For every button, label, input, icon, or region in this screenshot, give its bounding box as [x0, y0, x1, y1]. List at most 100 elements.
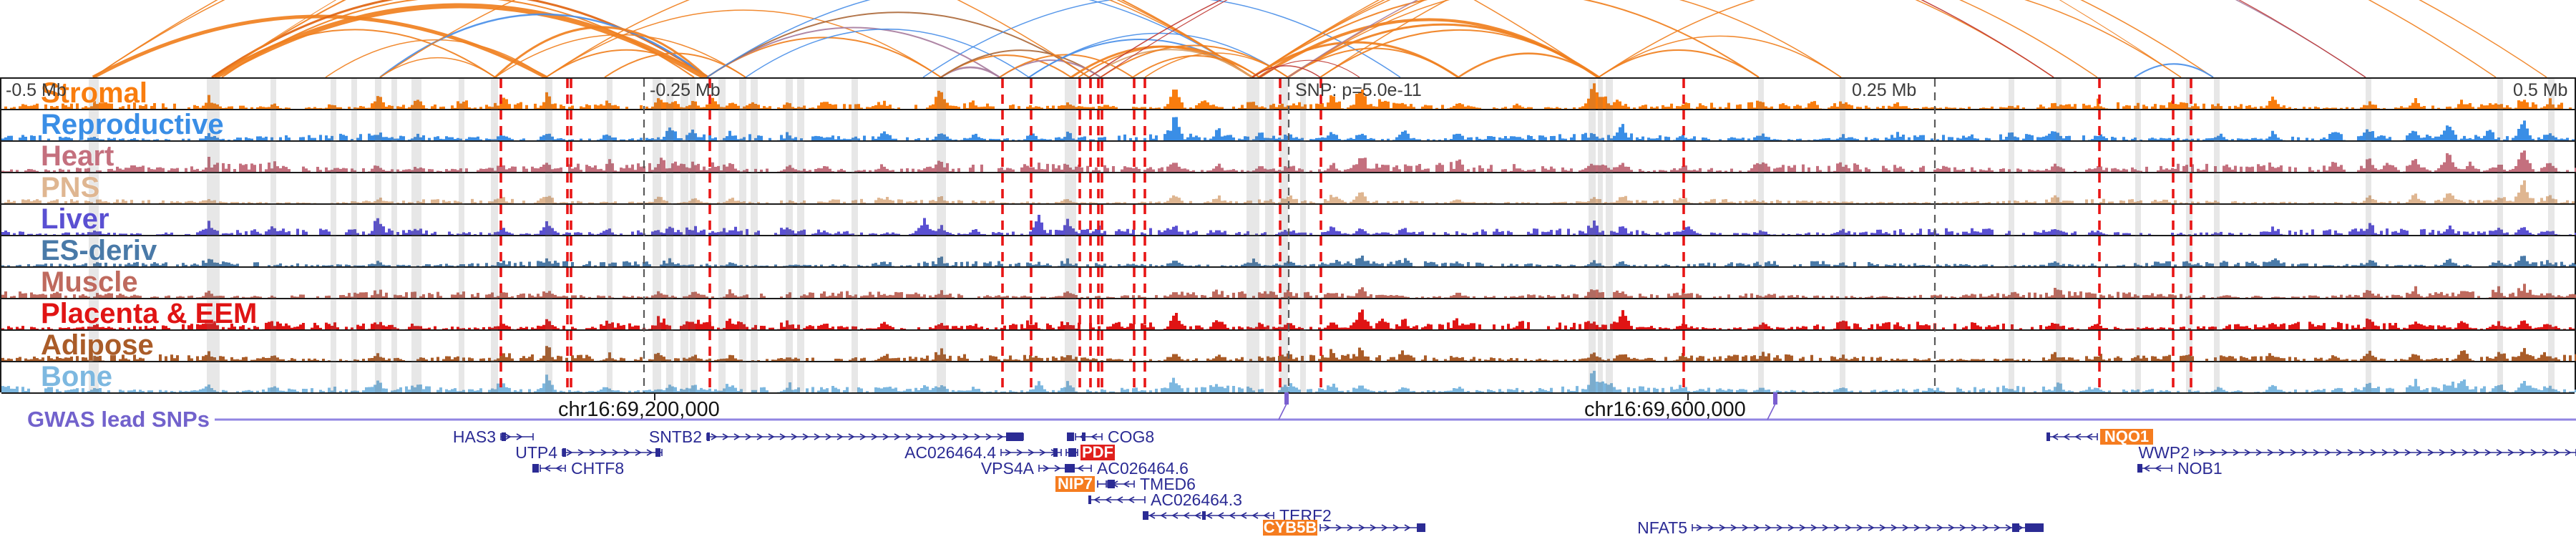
- gwas-lead-snp-marker[interactable]: [1773, 392, 1777, 405]
- strand-chevron: [985, 433, 992, 440]
- track-placenta-eem[interactable]: Placenta & EEM: [1, 298, 2576, 331]
- strand-chevron: [2473, 449, 2480, 456]
- strand-chevron: [905, 433, 912, 440]
- interaction-arc[interactable]: [1259, 59, 1360, 77]
- interaction-arc[interactable]: [1458, 52, 1599, 77]
- gene-nob1[interactable]: NOB1: [2137, 459, 2223, 478]
- interaction-arc[interactable]: [92, 0, 1090, 77]
- gene-nip7[interactable]: NIP7: [1055, 475, 1107, 493]
- interaction-arc[interactable]: [1252, 0, 1760, 77]
- strand-chevron: [1776, 524, 1783, 531]
- signal-area-placenta-eem: [1, 309, 2576, 329]
- track-label-bone: Bone: [41, 361, 112, 392]
- interaction-arc[interactable]: [604, 52, 746, 77]
- strand-chevron: [1217, 512, 1224, 519]
- strand-chevron: [1765, 524, 1772, 531]
- interaction-arc[interactable]: [1287, 0, 1842, 77]
- interaction-arc[interactable]: [1598, 49, 1760, 77]
- interaction-arc[interactable]: [1088, 49, 1253, 77]
- strand-chevron: [2267, 449, 2274, 456]
- interaction-arc[interactable]: [379, 0, 1253, 77]
- gene-label: AC026464.4: [904, 443, 996, 462]
- interaction-arc[interactable]: [92, 14, 547, 77]
- interaction-arc[interactable]: [1598, 35, 1842, 77]
- strand-chevron: [1016, 449, 1023, 456]
- track-reproductive[interactable]: Reproductive: [1, 109, 2576, 142]
- gene-nqo1[interactable]: NQO1: [2046, 427, 2153, 445]
- strand-chevron: [646, 449, 653, 456]
- interaction-arc[interactable]: [706, 0, 1253, 77]
- strand-chevron: [555, 465, 562, 472]
- strand-chevron: [882, 433, 889, 440]
- track-label-stromal: Stromal: [41, 77, 147, 109]
- gene-cyb5b[interactable]: CYB5B: [1263, 518, 1425, 536]
- strand-chevron: [2462, 449, 2469, 456]
- gene-exon: [1053, 448, 1058, 457]
- gene-nfat5[interactable]: NFAT5: [1637, 518, 2044, 537]
- track-liver[interactable]: Liver: [1, 203, 2576, 236]
- strand-chevron: [802, 433, 809, 440]
- interaction-arc[interactable]: [1287, 0, 2366, 77]
- gene-tmed6[interactable]: TMED6: [1107, 475, 1196, 493]
- track-heart[interactable]: Heart: [1, 140, 2576, 173]
- interaction-arc[interactable]: [1319, 29, 1599, 77]
- track-stromal[interactable]: Stromal: [1, 77, 2576, 110]
- gene-vps4a[interactable]: VPS4A: [981, 459, 1070, 478]
- strand-chevron: [1845, 524, 1852, 531]
- interaction-arc[interactable]: [706, 37, 942, 77]
- gene-wwp2[interactable]: WWP2: [2138, 443, 2576, 462]
- track-bone[interactable]: Bone: [1, 361, 2576, 394]
- gene-ac026464.3[interactable]: AC026464.3: [1088, 490, 1242, 509]
- gwas-lead-snp-marker[interactable]: [1284, 392, 1289, 405]
- interaction-arc[interactable]: [494, 34, 746, 78]
- signal-track-area[interactable]: Stromal Reproductive Heart PNS Liver ES-deriv…: [0, 77, 2576, 394]
- gene-exon: [1006, 432, 1023, 441]
- interaction-arc[interactable]: [494, 26, 708, 77]
- strand-chevron: [2530, 449, 2537, 456]
- gene-label: TMED6: [1140, 475, 1196, 493]
- interaction-arc[interactable]: [940, 49, 1101, 77]
- interaction-arc[interactable]: [221, 0, 695, 77]
- interaction-arc[interactable]: [545, 49, 708, 77]
- interaction-arc[interactable]: [214, 29, 496, 77]
- strand-chevron: [974, 433, 981, 440]
- gene-has3[interactable]: HAS3: [453, 427, 534, 446]
- interaction-arc[interactable]: [1132, 55, 1260, 77]
- gene-sntb2[interactable]: SNTB2: [649, 427, 1024, 446]
- interaction-arc[interactable]: [379, 57, 496, 77]
- track-adipose[interactable]: Adipose: [1, 329, 2576, 362]
- gene-exon: [2137, 464, 2142, 473]
- interaction-arc[interactable]: [706, 11, 1090, 77]
- track-es-deriv[interactable]: ES-deriv: [1, 235, 2576, 268]
- interaction-arc[interactable]: [1078, 46, 1260, 77]
- gene-ac026464.6[interactable]: AC026464.6: [1070, 459, 1189, 478]
- interaction-arc[interactable]: [1252, 0, 2054, 77]
- gene-chtf8[interactable]: CHTF8: [532, 459, 624, 478]
- strand-chevron: [1890, 524, 1898, 531]
- interaction-arc[interactable]: [545, 0, 1253, 77]
- interaction-arc[interactable]: [1598, 0, 2182, 77]
- interaction-arc[interactable]: [1252, 65, 1321, 77]
- strand-chevron: [756, 433, 763, 440]
- interaction-arc[interactable]: [325, 39, 547, 77]
- interaction-arc[interactable]: [1319, 0, 2547, 77]
- signal-area-bone: [1, 370, 2576, 392]
- track-muscle[interactable]: Muscle: [1, 266, 2576, 299]
- gene-utp4[interactable]: UTP4: [515, 443, 663, 462]
- interaction-arc[interactable]: [545, 9, 942, 77]
- gene-cog8[interactable]: COG8: [1067, 427, 1154, 446]
- strand-chevron: [2063, 433, 2070, 440]
- strand-chevron: [1787, 524, 1795, 531]
- gene-ac026464.4[interactable]: AC026464.4: [904, 443, 1062, 462]
- gene-pdf[interactable]: PDF: [1065, 443, 1115, 461]
- track-label-es-deriv: ES-deriv: [41, 235, 157, 266]
- track-label-adipose: Adipose: [41, 329, 154, 361]
- interaction-arc[interactable]: [2134, 63, 2214, 77]
- track-pns[interactable]: PNS: [1, 172, 2576, 205]
- strand-chevron: [2416, 449, 2423, 456]
- interaction-arc[interactable]: [379, 13, 708, 77]
- interaction-arc[interactable]: [1287, 0, 2098, 77]
- signal-muscle: [1, 284, 2576, 298]
- strand-chevron: [2347, 449, 2354, 456]
